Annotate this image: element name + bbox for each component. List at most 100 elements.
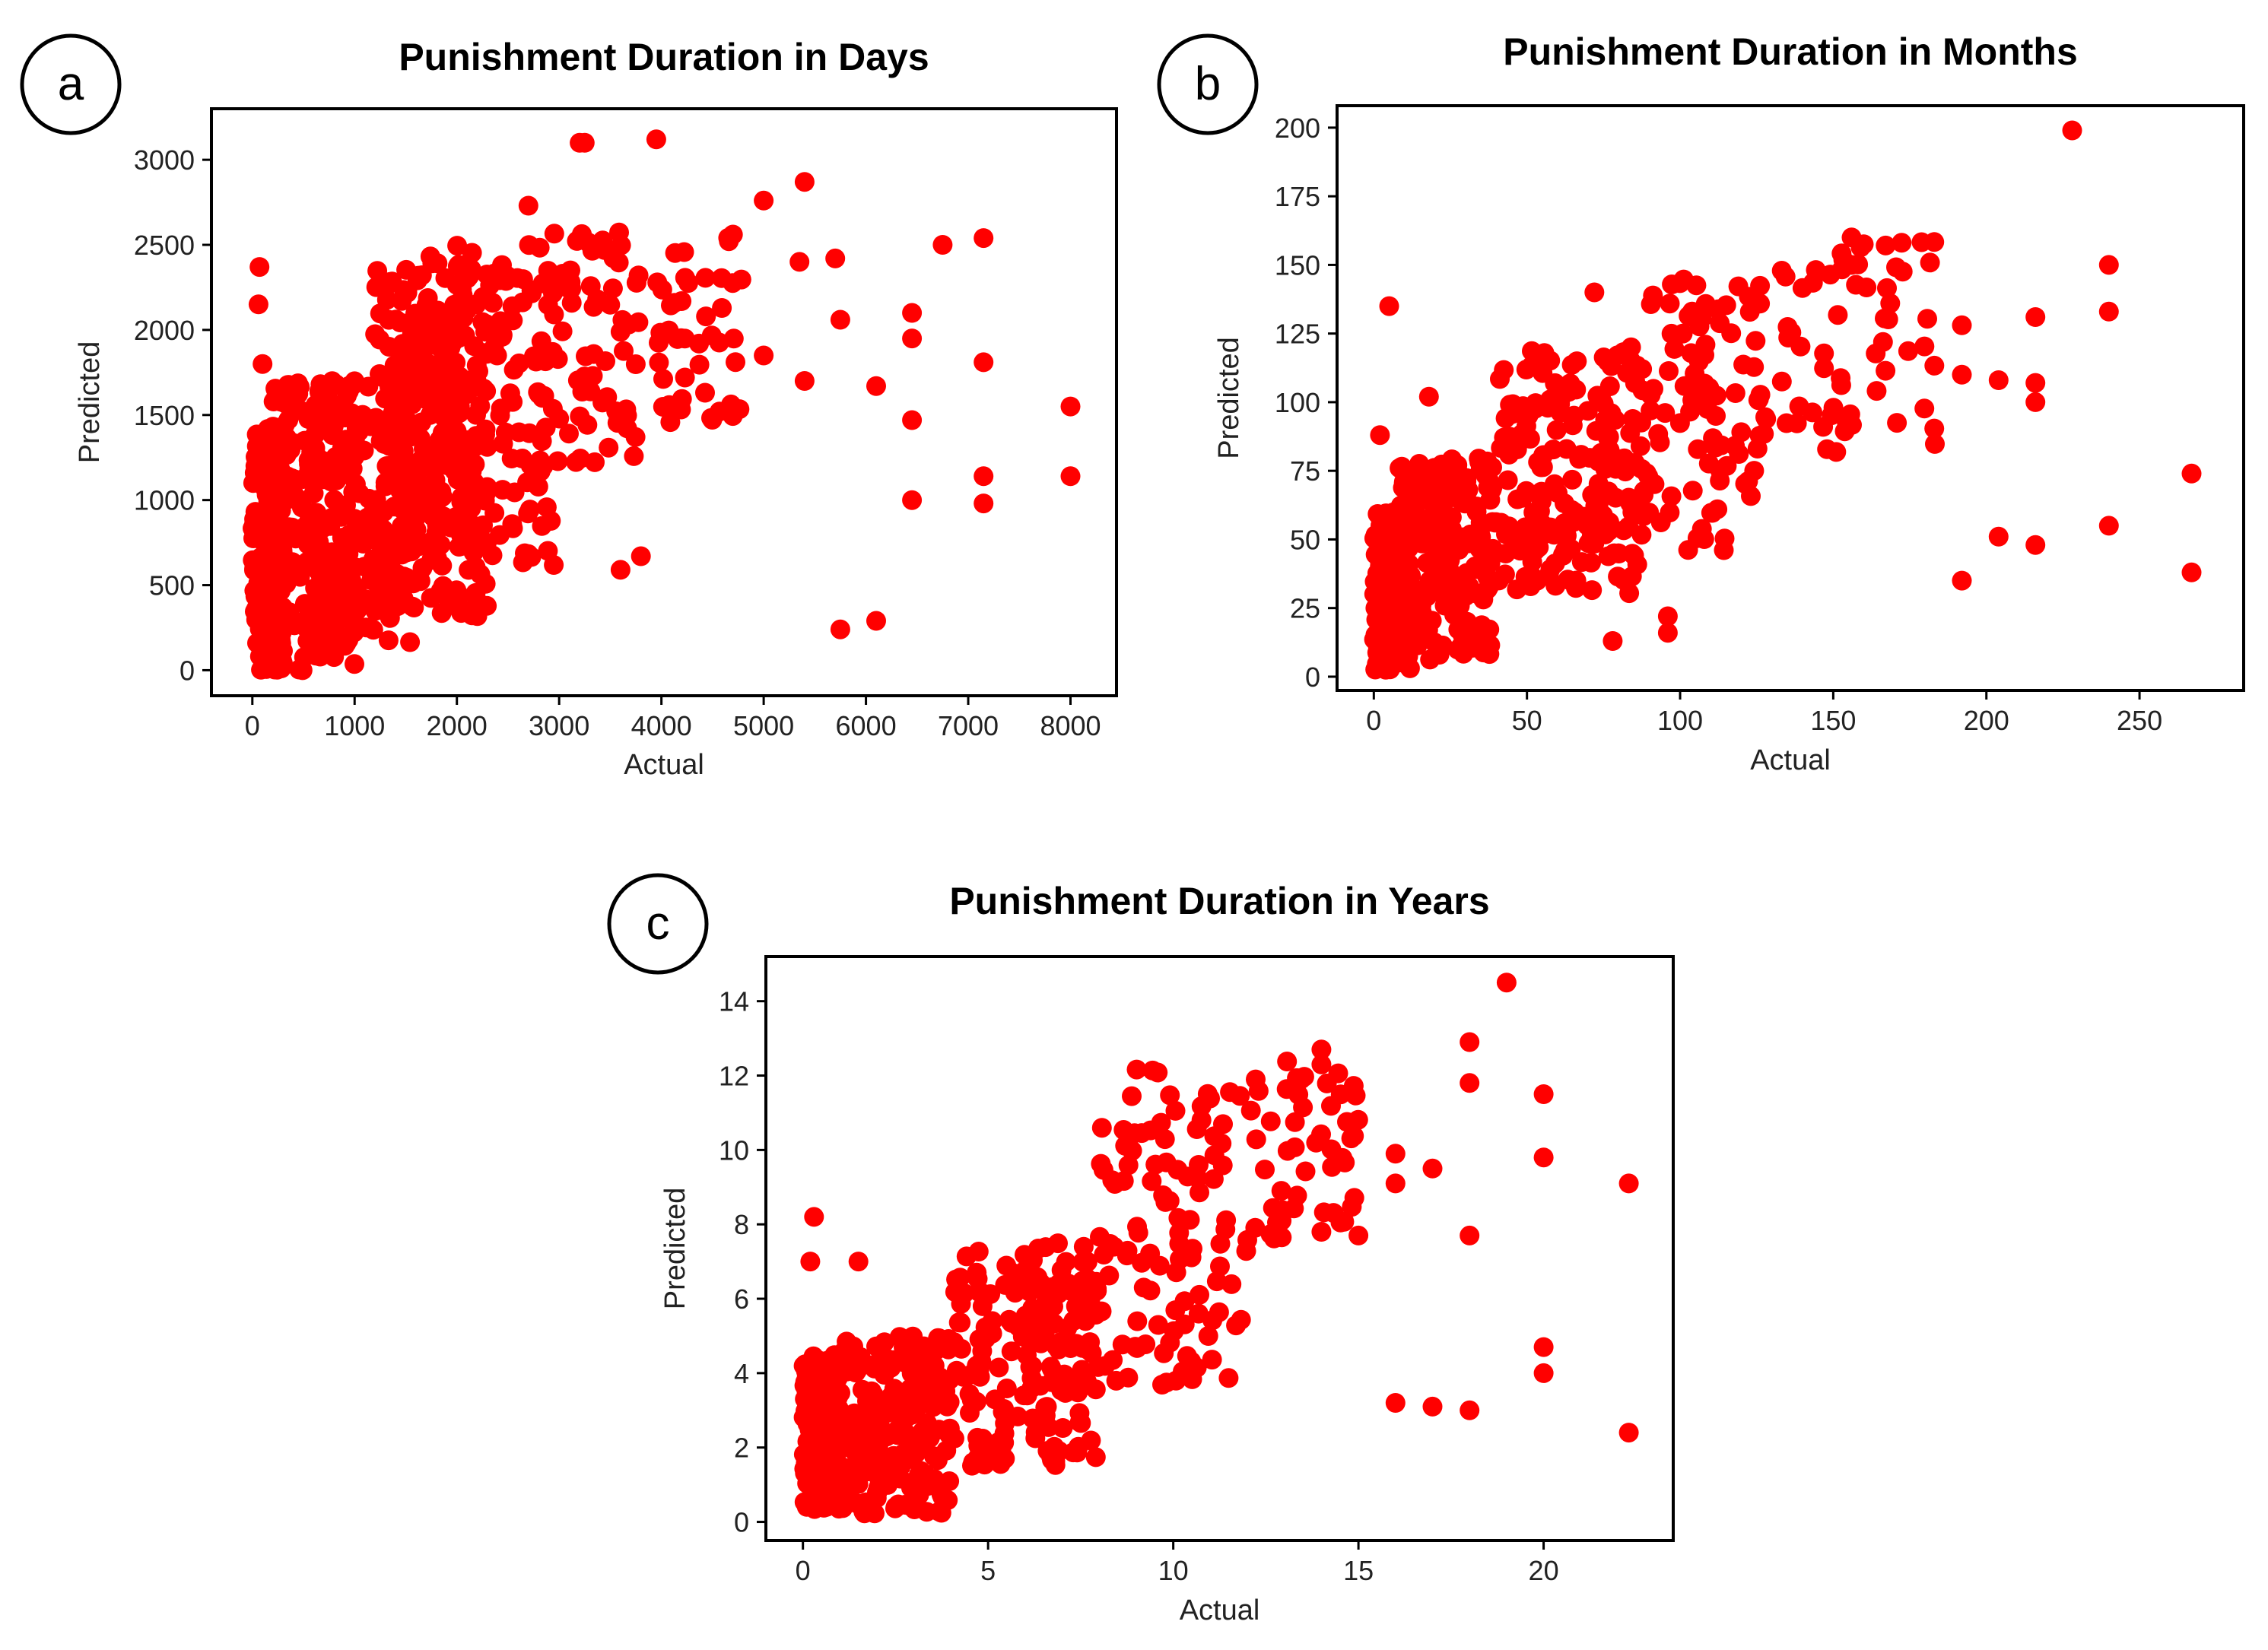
data-point [1400,598,1421,618]
y-tick-label: 1000 [134,485,195,516]
data-point [1641,400,1661,420]
y-tick-label: 2500 [134,230,195,261]
data-point [1385,1144,1406,1164]
data-point [289,490,310,510]
data-point [1598,428,1618,449]
x-axis-label: Actual [1750,744,1831,776]
data-point [814,1497,834,1518]
data-point [729,399,750,420]
data-point [916,1413,937,1433]
data-point [1027,1277,1047,1297]
data-point [599,437,619,458]
data-point [465,454,485,474]
x-tick-label: 250 [2117,705,2162,736]
x-axis-label: Actual [624,749,704,781]
data-point [1197,1084,1218,1104]
scatter-points [243,129,1081,681]
data-point [1341,1128,1361,1149]
data-point [990,1454,1011,1474]
data-point [383,405,403,426]
data-point [1469,538,1490,559]
data-point [1344,1188,1364,1208]
data-point [1073,1236,1094,1257]
data-point [1914,336,1935,357]
data-point [830,619,850,639]
data-point [1399,467,1420,487]
data-point [794,371,815,391]
data-point [1601,403,1622,424]
y-axis-label: Predicted [1213,337,1245,459]
plot-frame [1336,104,2245,692]
data-point [789,252,810,272]
data-point [1914,398,1935,419]
data-point [366,408,386,428]
data-point [1657,623,1678,643]
data-point [1345,1085,1366,1106]
data-point [426,522,446,543]
data-point [866,376,886,396]
data-point [1750,385,1771,405]
x-tick-label: 0 [796,1555,811,1586]
data-point [1460,1400,1480,1420]
data-point [482,293,503,313]
data-point [532,388,553,408]
badge-circle [1157,33,1259,135]
x-tick-label: 4000 [631,710,692,741]
data-point [561,272,581,293]
data-point [1820,265,1841,285]
plot-frame [764,955,1675,1542]
data-point [1988,526,2009,547]
chart-title: Punishment Duration in Days [399,36,929,78]
data-point [1688,439,1708,459]
data-point [1691,375,1711,395]
data-point [1739,287,1759,307]
data-point [1370,425,1390,446]
data-point [1721,323,1742,344]
data-point [900,1379,920,1399]
data-point [852,1379,872,1400]
data-point [902,490,923,510]
data-point [462,605,482,626]
data-point [1866,343,1886,363]
data-point [1546,420,1567,440]
x-tick-label: 0 [1366,705,1381,736]
data-point [1014,1261,1034,1281]
data-point [583,366,603,386]
data-point [1840,404,1860,424]
data-point [876,1468,897,1488]
data-point [345,474,366,494]
data-point [999,1274,1019,1294]
data-point [1545,576,1566,596]
data-point [661,295,681,316]
data-point [837,1405,858,1426]
data-point [1714,528,1735,549]
data-point [1490,369,1510,389]
data-point [1875,308,1895,328]
data-point [420,316,440,337]
data-point [1892,233,1912,253]
data-point [518,195,538,216]
data-point [262,563,283,583]
data-point [931,1484,951,1505]
y-tick-label: 6 [734,1284,749,1315]
data-point [846,1426,866,1446]
data-point [695,382,715,403]
data-point [395,367,415,388]
data-point [1202,1350,1222,1370]
data-point [689,354,710,375]
data-point [1218,1368,1239,1388]
panel-badge: a [20,33,122,135]
data-point [1650,512,1671,532]
data-point [1630,436,1650,456]
data-point [1056,1252,1076,1272]
data-point [435,268,456,288]
data-point [583,344,604,364]
data-point [1771,371,1792,392]
data-point [653,369,673,389]
data-point [1741,486,1761,506]
x-tick-label: 50 [1512,705,1542,736]
data-point [1080,1332,1101,1353]
data-point [1293,1097,1313,1118]
data-point [542,341,563,362]
data-point [389,351,410,372]
